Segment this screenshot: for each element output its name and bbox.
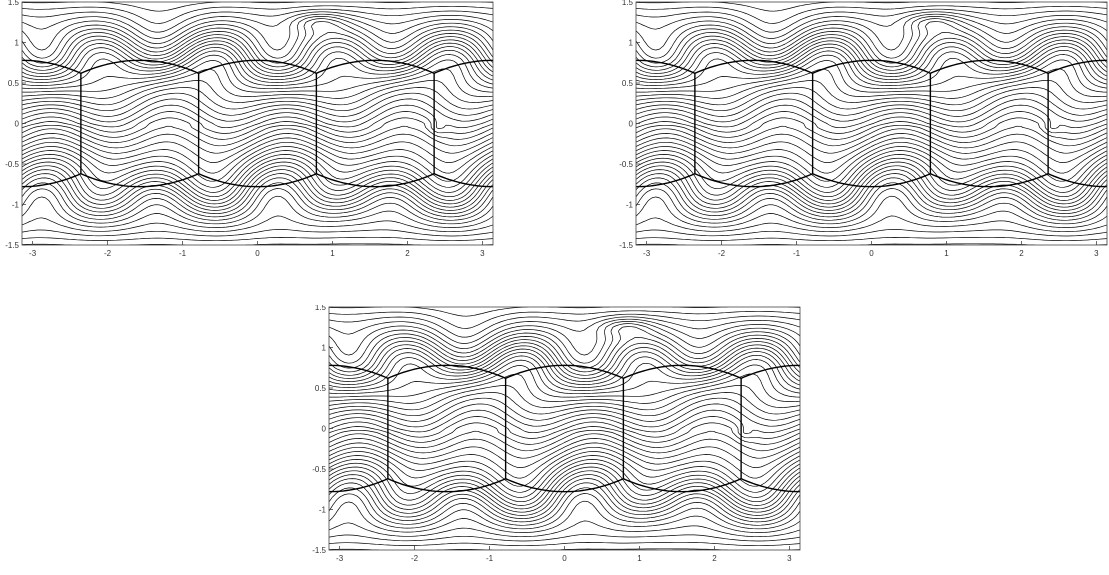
contour-lines xyxy=(636,2,1107,245)
boundary-arc-top xyxy=(329,364,800,379)
y-tick-label: 1 xyxy=(629,39,634,48)
x-tick-label: -2 xyxy=(104,249,112,258)
y-tick-label: 0 xyxy=(15,120,20,129)
x-tick-label: 2 xyxy=(405,249,410,258)
x-tick-label: 1 xyxy=(944,249,949,258)
plot-frame xyxy=(635,1,1108,246)
contour-plot-1: -3 -2 -1 0 1 2 3 1.5 1 0.5 0 -0.5 -1 -1.5 xyxy=(0,0,500,270)
x-tick-label: 0 xyxy=(562,554,567,563)
boundary-arc-top xyxy=(636,59,1107,74)
y-tick-label: -1.5 xyxy=(5,241,19,250)
contour-path xyxy=(22,2,493,245)
y-tick-label: -1 xyxy=(319,506,327,515)
contour-path xyxy=(636,2,1107,245)
contour-lines xyxy=(329,307,800,550)
y-tick-label: -1 xyxy=(626,201,634,210)
y-tick-label: 1 xyxy=(322,344,327,353)
x-tick-label: 3 xyxy=(480,249,485,258)
contour-path xyxy=(329,307,800,550)
contour-lines xyxy=(22,2,493,245)
x-tick-label: 2 xyxy=(712,554,717,563)
y-tick-label: 0.5 xyxy=(8,79,20,88)
y-tick-label: 0.5 xyxy=(315,384,327,393)
plot-frame xyxy=(21,1,494,246)
y-tick-label: -0.5 xyxy=(5,160,19,169)
chart-svg-1: -3 -2 -1 0 1 2 3 1.5 1 0.5 0 -0.5 -1 -1.5 xyxy=(5,0,494,258)
x-tick-label: 1 xyxy=(330,249,335,258)
chart-svg-3: -3 -2 -1 0 1 2 3 1.5 1 0.5 0 -0.5 -1 -1.5 xyxy=(312,303,801,563)
y-tick-label: 1.5 xyxy=(622,0,634,7)
contour-plot-3: -3 -2 -1 0 1 2 3 1.5 1 0.5 0 -0.5 -1 -1.5 xyxy=(307,303,807,575)
y-tick-label: 1.5 xyxy=(8,0,20,7)
y-tick-label: -1 xyxy=(12,201,20,210)
x-tick-label: -1 xyxy=(486,554,494,563)
y-tick-label: -0.5 xyxy=(312,465,326,474)
y-tick-label: -0.5 xyxy=(619,160,633,169)
y-tick-label: 1 xyxy=(15,39,20,48)
y-tick-label: -1.5 xyxy=(312,546,326,555)
x-tick-label: -1 xyxy=(793,249,801,258)
y-tick-label: 0.5 xyxy=(622,79,634,88)
y-tick-label: 1.5 xyxy=(315,305,327,312)
boundary-arc-top xyxy=(22,59,493,74)
x-tick-label: 0 xyxy=(255,249,260,258)
chart-svg-2: -3 -2 -1 0 1 2 3 1.5 1 0.5 0 -0.5 -1 -1.5 xyxy=(619,0,1108,258)
boundary-arc-bottom xyxy=(22,173,493,188)
boundary-arc-bottom xyxy=(636,173,1107,188)
boundary-arc-bottom xyxy=(329,478,800,493)
x-tick-label: -1 xyxy=(179,249,187,258)
x-tick-label: -3 xyxy=(29,249,37,258)
x-tick-label: -3 xyxy=(643,249,651,258)
x-tick-label: 2 xyxy=(1019,249,1024,258)
x-tick-label: 3 xyxy=(787,554,792,563)
x-tick-label: 1 xyxy=(637,554,642,563)
y-tick-label: 0 xyxy=(322,425,327,434)
y-tick-label: 0 xyxy=(629,120,634,129)
x-tick-label: -2 xyxy=(718,249,726,258)
plot-frame xyxy=(328,306,801,551)
contour-plot-2: -3 -2 -1 0 1 2 3 1.5 1 0.5 0 -0.5 -1 -1.5 xyxy=(614,0,1109,270)
x-tick-label: 0 xyxy=(869,249,874,258)
x-tick-label: -3 xyxy=(336,554,344,563)
x-tick-label: -2 xyxy=(411,554,419,563)
x-tick-label: 3 xyxy=(1094,249,1099,258)
y-tick-label: -1.5 xyxy=(619,241,633,250)
